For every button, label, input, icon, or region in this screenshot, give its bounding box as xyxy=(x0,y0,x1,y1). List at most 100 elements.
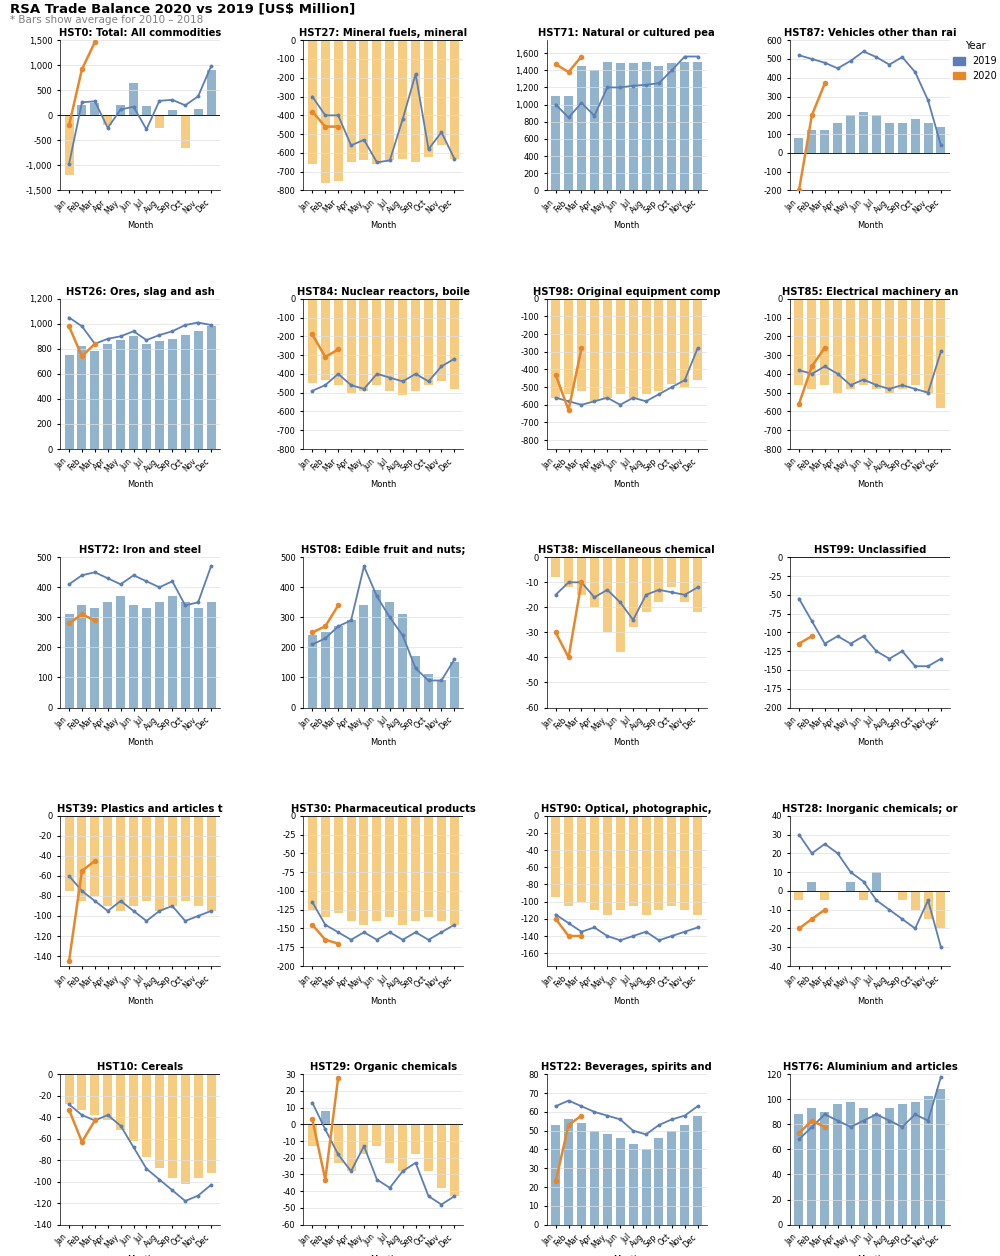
Bar xyxy=(885,123,894,153)
Bar xyxy=(347,620,356,707)
Bar xyxy=(551,1125,560,1225)
Bar xyxy=(207,327,216,450)
Bar xyxy=(129,83,138,116)
Bar xyxy=(642,62,651,191)
Bar xyxy=(924,123,933,153)
Bar xyxy=(194,109,203,116)
Bar xyxy=(859,299,868,386)
Bar xyxy=(590,815,599,911)
Bar xyxy=(872,1114,881,1225)
Bar xyxy=(629,299,638,398)
Bar xyxy=(90,1074,99,1115)
Bar xyxy=(667,558,676,588)
Title: HST38: Miscellaneous chemical: HST38: Miscellaneous chemical xyxy=(538,545,715,555)
Bar xyxy=(334,1124,343,1163)
X-axis label: Month: Month xyxy=(857,739,883,747)
Bar xyxy=(885,299,894,393)
Bar xyxy=(372,40,381,165)
Bar xyxy=(603,299,612,398)
Bar xyxy=(347,1124,356,1171)
Bar xyxy=(116,106,125,116)
X-axis label: Month: Month xyxy=(857,997,883,1006)
Bar xyxy=(577,815,586,902)
Bar xyxy=(820,1112,829,1225)
Bar xyxy=(334,815,343,913)
Title: HST39: Plastics and articles t: HST39: Plastics and articles t xyxy=(57,804,223,814)
X-axis label: Month: Month xyxy=(613,221,640,230)
Bar xyxy=(308,299,317,383)
Bar xyxy=(129,605,138,707)
Bar xyxy=(872,299,881,389)
Bar xyxy=(90,608,99,707)
Bar xyxy=(654,815,663,911)
Bar xyxy=(654,1138,663,1225)
X-axis label: Month: Month xyxy=(370,997,397,1006)
Bar xyxy=(424,40,433,157)
Bar xyxy=(564,558,573,588)
Bar xyxy=(308,40,317,165)
Bar xyxy=(924,299,933,393)
Title: HST26: Ores, slag and ash: HST26: Ores, slag and ash xyxy=(66,286,214,296)
Bar xyxy=(181,116,190,148)
Bar xyxy=(334,627,343,707)
Bar xyxy=(334,40,343,181)
Bar xyxy=(347,815,356,921)
Bar xyxy=(616,63,625,191)
Bar xyxy=(129,1074,138,1140)
Bar xyxy=(603,1134,612,1225)
Bar xyxy=(654,67,663,191)
Bar xyxy=(385,40,394,161)
Title: HST08: Edible fruit and nuts;: HST08: Edible fruit and nuts; xyxy=(301,545,466,555)
Bar xyxy=(590,299,599,401)
Bar xyxy=(590,558,599,608)
Bar xyxy=(65,614,74,707)
Bar xyxy=(680,558,689,603)
Bar xyxy=(936,1089,945,1225)
Bar xyxy=(359,299,368,391)
X-axis label: Month: Month xyxy=(370,480,397,489)
Bar xyxy=(616,558,625,652)
Bar xyxy=(551,299,560,398)
Bar xyxy=(385,1124,394,1163)
Bar xyxy=(680,62,689,191)
Bar xyxy=(437,681,446,707)
X-axis label: Month: Month xyxy=(370,739,397,747)
Bar xyxy=(155,342,164,450)
Bar xyxy=(308,636,317,707)
X-axis label: Month: Month xyxy=(370,221,397,230)
Bar xyxy=(411,815,420,921)
Text: * Bars show average for 2010 – 2018: * Bars show average for 2010 – 2018 xyxy=(10,15,203,25)
Text: RSA Trade Balance 2020 vs 2019 [US$ Million]: RSA Trade Balance 2020 vs 2019 [US$ Mill… xyxy=(10,3,355,15)
Bar xyxy=(872,116,881,153)
Bar xyxy=(846,299,855,389)
Bar xyxy=(924,891,933,919)
Bar xyxy=(90,815,99,896)
X-axis label: Month: Month xyxy=(127,997,153,1006)
Title: HST28: Inorganic chemicals; or: HST28: Inorganic chemicals; or xyxy=(782,804,958,814)
Bar xyxy=(398,299,407,394)
Bar xyxy=(564,815,573,906)
Bar xyxy=(103,1074,112,1120)
Bar xyxy=(142,608,151,707)
Title: HST29: Organic chemicals: HST29: Organic chemicals xyxy=(310,1063,457,1073)
Bar xyxy=(924,1095,933,1225)
Bar xyxy=(654,299,663,391)
Bar xyxy=(129,815,138,906)
Bar xyxy=(437,299,446,382)
Bar xyxy=(693,1115,702,1225)
Title: HST30: Pharmaceutical products: HST30: Pharmaceutical products xyxy=(291,804,476,814)
Bar xyxy=(590,1130,599,1225)
Bar xyxy=(936,891,945,928)
Bar xyxy=(603,815,612,914)
Bar xyxy=(846,116,855,153)
Bar xyxy=(103,344,112,450)
Bar xyxy=(103,116,112,126)
Title: HST99: Unclassified: HST99: Unclassified xyxy=(814,545,926,555)
Bar xyxy=(450,40,459,158)
Bar xyxy=(898,891,907,901)
Bar xyxy=(833,1104,842,1225)
X-axis label: Month: Month xyxy=(613,739,640,747)
Bar xyxy=(142,107,151,116)
Bar xyxy=(577,67,586,191)
Bar xyxy=(308,1124,317,1147)
